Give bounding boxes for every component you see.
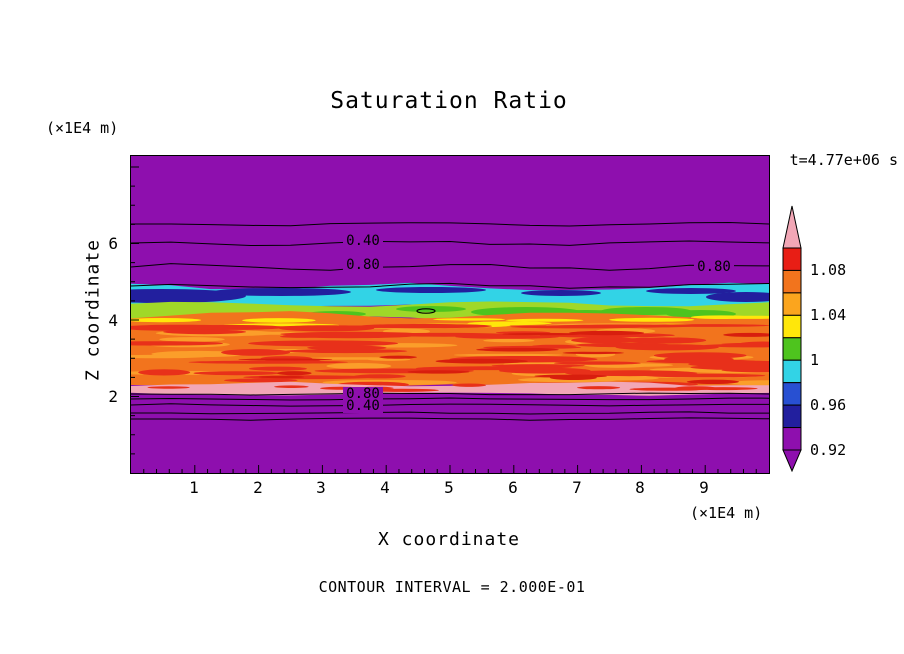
plot-title: Saturation Ratio	[330, 88, 568, 114]
contour-label-040-top: 0.40	[343, 234, 383, 248]
z-axis-title: Z coordinate	[82, 238, 104, 382]
contour-label-080-top: 0.80	[343, 258, 383, 272]
colorbar-label-100: 1	[810, 351, 820, 369]
x-tick-7: 7	[572, 478, 582, 497]
z-axis-unit-label: (×1E4 m)	[46, 119, 119, 137]
x-tick-1: 1	[189, 478, 199, 497]
colorbar-label-096: 0.96	[810, 396, 847, 414]
colorbar-label-108: 1.08	[810, 261, 847, 279]
contour-label-080-right: 0.80	[694, 260, 734, 274]
contour-label-040-bottom: 0.40	[343, 399, 383, 413]
colorbar-label-104: 1.04	[810, 306, 847, 324]
time-annotation: t=4.77e+06 s	[789, 151, 898, 169]
x-tick-9: 9	[699, 478, 709, 497]
colorbar	[782, 205, 802, 472]
colorbar-label-092: 0.92	[810, 441, 847, 459]
x-tick-8: 8	[635, 478, 645, 497]
x-axis-unit-label: (×1E4 m)	[690, 504, 763, 522]
x-tick-2: 2	[253, 478, 263, 497]
contour-label-080-bottom: 0.80	[343, 387, 383, 401]
contour-plot-canvas	[131, 156, 769, 473]
x-tick-3: 3	[316, 478, 326, 497]
x-tick-5: 5	[444, 478, 454, 497]
x-tick-4: 4	[380, 478, 390, 497]
z-tick-2: 2	[108, 387, 118, 406]
contour-interval-note: CONTOUR INTERVAL = 2.000E-01	[318, 578, 586, 596]
contour-plot	[130, 155, 770, 474]
z-tick-4: 4	[108, 311, 118, 330]
x-tick-6: 6	[508, 478, 518, 497]
x-axis-title: X coordinate	[377, 529, 521, 550]
z-tick-6: 6	[108, 234, 118, 253]
